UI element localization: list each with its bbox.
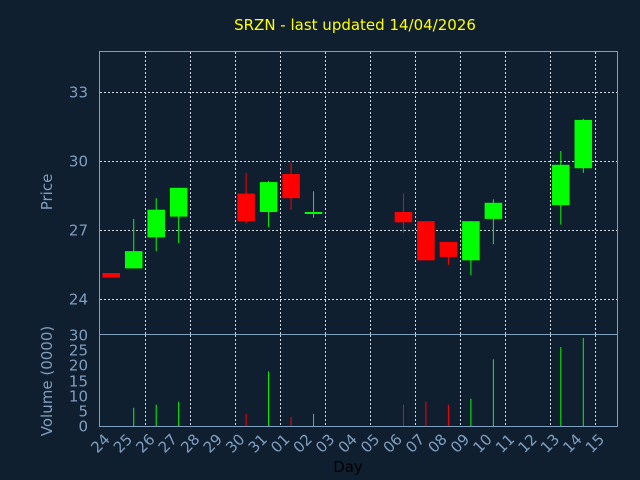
price-gridlines: [100, 52, 617, 334]
volume-bars: [133, 338, 584, 426]
volume-tick-label: 25: [69, 342, 88, 360]
day-tick-label: 15: [582, 430, 608, 456]
price-tick-label: 27: [69, 222, 88, 240]
volume-gridlines: [145, 335, 596, 426]
price-tick-label: 33: [69, 84, 88, 102]
volume-tick-label: 10: [69, 388, 88, 406]
day-axis-label: Day: [333, 458, 363, 476]
candle-body: [462, 221, 480, 261]
candle-body: [552, 164, 570, 206]
candle-body: [169, 187, 188, 217]
candle-body: [259, 182, 278, 212]
candle-body: [237, 193, 255, 222]
chart-title: SRZN - last updated 14/04/2026: [234, 16, 476, 34]
price-tick-label: 30: [69, 153, 88, 171]
candle-body: [417, 221, 435, 261]
candle-body: [394, 211, 413, 223]
candle-body: [484, 202, 503, 219]
volume-tick-label: 30: [69, 327, 88, 345]
candle-body: [147, 209, 165, 238]
candle-body: [574, 119, 593, 169]
volume-axis-label: Volume (0000): [38, 326, 56, 436]
price-axis-label: Price: [38, 174, 56, 211]
candle-body: [282, 174, 300, 199]
price-candles: [102, 118, 593, 278]
volume-tick-label: 0: [78, 418, 88, 436]
candle-body: [102, 272, 121, 278]
volume-tick-label: 20: [69, 357, 88, 375]
price-axis-ticks: 24 27 30 33: [69, 84, 88, 309]
candle-body: [439, 241, 458, 257]
price-tick-label: 24: [69, 291, 88, 309]
volume-panel-frame: [99, 334, 618, 427]
volume-tick-label: 15: [69, 373, 88, 391]
candle-body: [304, 211, 323, 214]
candle-body: [124, 251, 143, 269]
volume-tick-label: 5: [78, 403, 88, 421]
day-axis-ticks: 2425262728293031010203040506070809101112…: [87, 430, 608, 456]
